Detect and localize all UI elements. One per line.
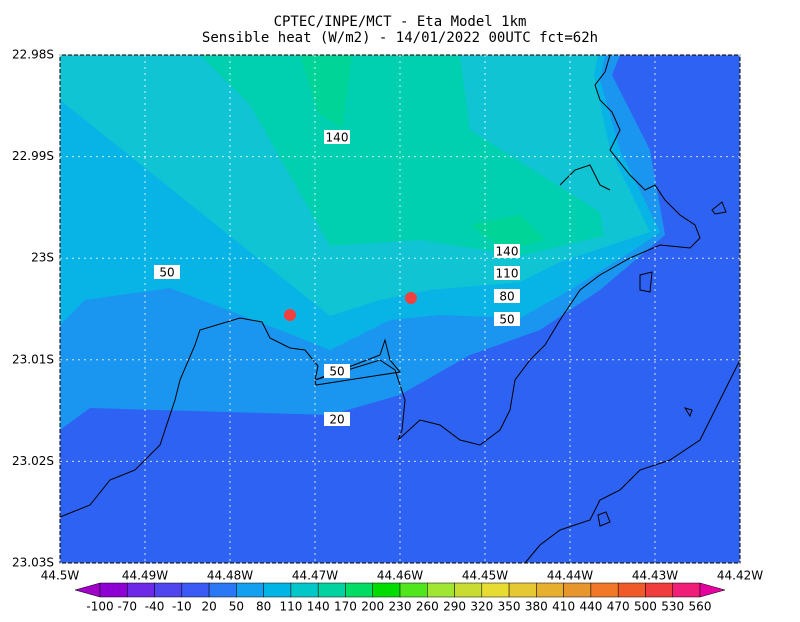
- colorbar-box: [263, 582, 292, 598]
- x-tick-label: 44.43W: [632, 569, 678, 583]
- colorbar-box: [590, 582, 619, 598]
- colorbar-box: [208, 582, 237, 598]
- x-tick-label: 44.47W: [292, 569, 338, 583]
- colorbar-box: [290, 582, 319, 598]
- coastline: [597, 201, 727, 527]
- colorbar-label: 380: [525, 600, 548, 614]
- colorbar-box: [236, 582, 264, 598]
- colorbar-box: [399, 582, 428, 598]
- contour-label-box: [324, 364, 350, 378]
- colorbar-box: [154, 582, 183, 598]
- colorbar-box: [481, 582, 510, 598]
- colorbar-box: [372, 582, 401, 598]
- colorbar-box: [345, 582, 373, 598]
- colorbar-box: [563, 582, 592, 598]
- chart-subtitle: Sensible heat (W/m2) - 14/01/2022 00UTC …: [202, 30, 598, 46]
- y-tick-label: 22.99S: [12, 149, 54, 163]
- colorbar-label: 350: [498, 600, 521, 614]
- colorbar-box: [181, 582, 210, 598]
- colorbar-box: [127, 582, 155, 598]
- colorbar-label: 80: [256, 600, 271, 614]
- y-tick-label: 23.01S: [12, 352, 54, 366]
- x-tick-label: 44.49W: [122, 569, 168, 583]
- colorbar-label: -10: [172, 600, 192, 614]
- marker: [404, 292, 417, 305]
- field-band: [470, 215, 545, 250]
- contour-label-box: [154, 265, 180, 279]
- colorbar-label: 290: [443, 600, 466, 614]
- colorbar-label: 230: [389, 600, 412, 614]
- colorbar-arrow: [699, 582, 726, 598]
- contour-label-box: [494, 289, 520, 303]
- x-tick-label: 44.42W: [717, 569, 763, 583]
- y-tick-label: 23.02S: [12, 454, 54, 468]
- contour-label-box: [324, 412, 350, 426]
- contour-label-box: [324, 130, 350, 144]
- y-tick-label: 22.98S: [12, 48, 54, 62]
- colorbar-label: 50: [229, 600, 244, 614]
- y-tick-label: 23S: [31, 251, 54, 265]
- field-band: [300, 55, 352, 128]
- colorbar-label: 260: [416, 600, 439, 614]
- coastline: [59, 54, 701, 518]
- chart-title: CPTEC/INPE/MCT - Eta Model 1km: [274, 14, 527, 30]
- colorbar-box: [99, 582, 128, 598]
- contour-label: 50: [329, 365, 344, 379]
- x-tick-label: 44.45W: [462, 569, 508, 583]
- colorbar-label: 440: [579, 600, 602, 614]
- field-band: [200, 55, 604, 256]
- colorbar-label: 320: [470, 600, 493, 614]
- colorbar-label: 410: [552, 600, 575, 614]
- x-tick-label: 44.46W: [377, 569, 423, 583]
- marker: [284, 308, 297, 321]
- coastline: [524, 359, 741, 564]
- colorbar-label: 140: [307, 600, 330, 614]
- colorbar-box: [617, 582, 646, 598]
- contour-label-box: [494, 244, 520, 258]
- contour-label: 80: [499, 290, 514, 304]
- colorbar-label: 110: [279, 600, 302, 614]
- contour-label: 140: [496, 245, 519, 259]
- colorbar-box: [536, 582, 564, 598]
- colorbar-label: 500: [634, 600, 657, 614]
- colorbar-label: -70: [117, 600, 137, 614]
- x-tick-label: 44.44W: [547, 569, 593, 583]
- contour-label: 140: [326, 131, 349, 145]
- colorbar-label: 170: [334, 600, 357, 614]
- colorbar-label: 20: [201, 600, 216, 614]
- contour-label: 110: [496, 267, 519, 281]
- y-tick-label: 23.03S: [12, 556, 54, 570]
- contour-label: 50: [159, 266, 174, 280]
- x-tick-label: 44.5W: [41, 569, 80, 583]
- colorbar-label: 530: [661, 600, 684, 614]
- colorbar-label: 560: [689, 600, 712, 614]
- x-tick-label: 44.48W: [207, 569, 253, 583]
- colorbar-box: [672, 582, 701, 598]
- colorbar-arrow: [74, 582, 101, 598]
- colorbar-box: [508, 582, 537, 598]
- colorbar-label: 200: [361, 600, 384, 614]
- colorbar-label: -100: [86, 600, 113, 614]
- contour-label-box: [494, 266, 520, 280]
- contour-label: 20: [329, 413, 344, 427]
- contour-label: 50: [499, 313, 514, 327]
- contour-label-box: [494, 312, 520, 326]
- colorbar-box: [454, 582, 483, 598]
- colorbar-box: [427, 582, 455, 598]
- colorbar-label: -40: [145, 600, 165, 614]
- colorbar-box: [645, 582, 673, 598]
- colorbar-label: 470: [607, 600, 630, 614]
- colorbar-box: [317, 582, 346, 598]
